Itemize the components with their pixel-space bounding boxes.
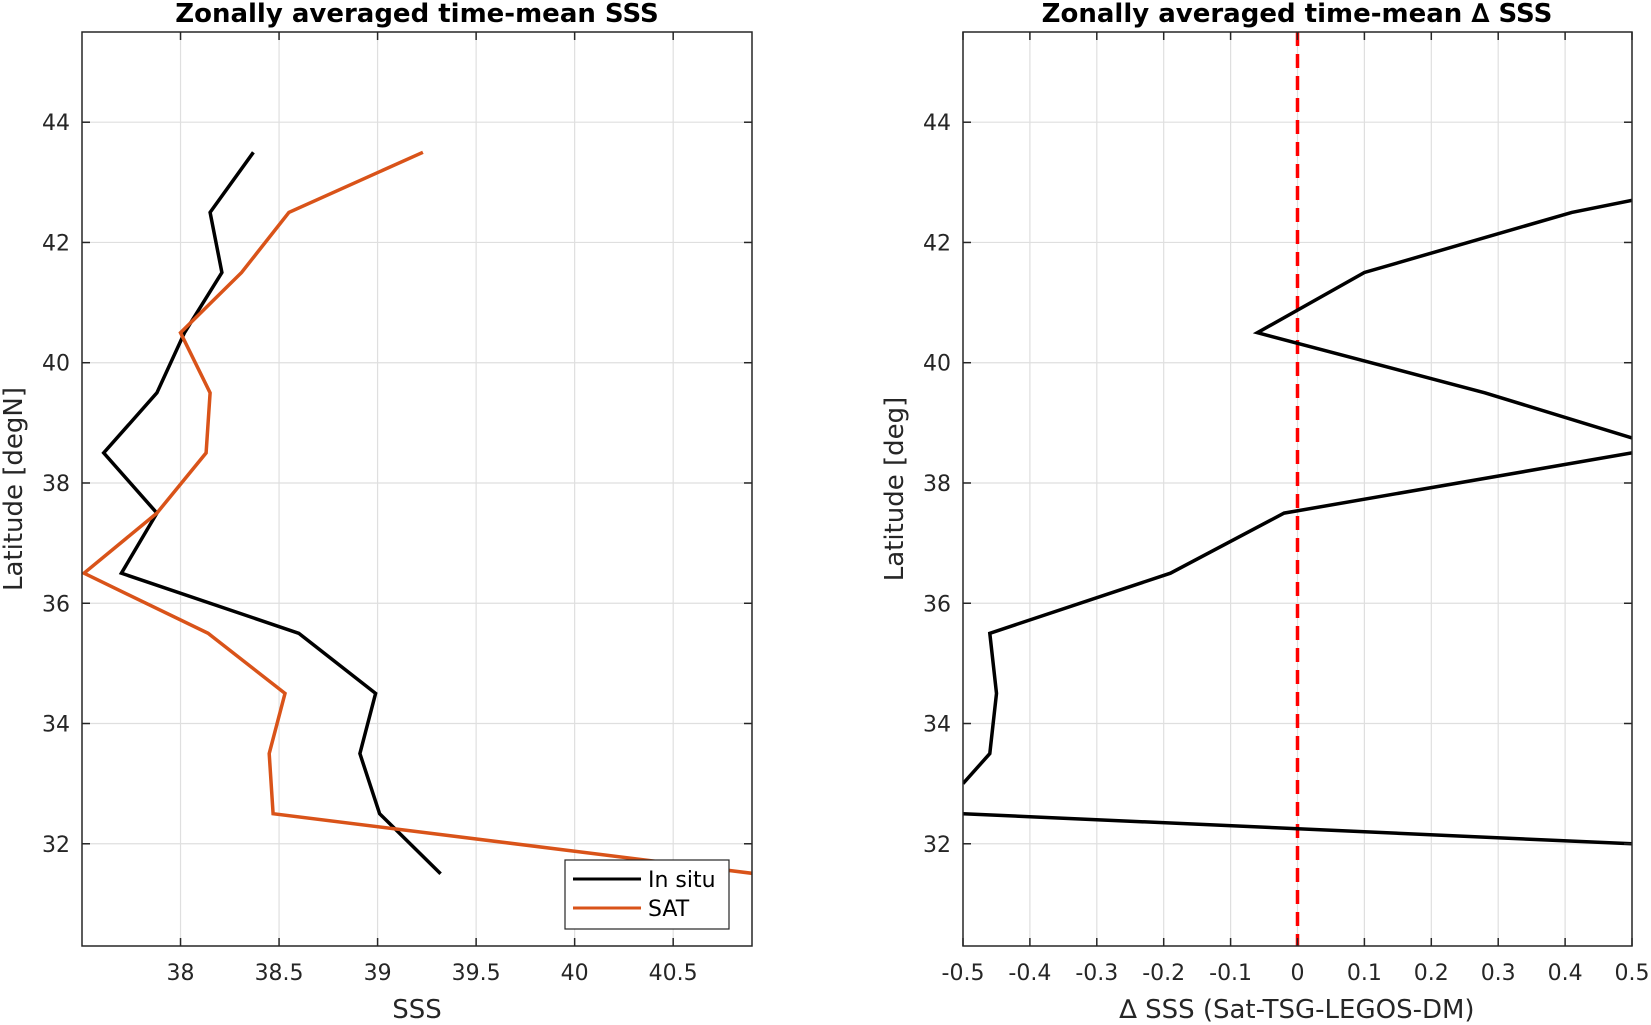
right-y-axis-label: Latitude [deg]: [880, 397, 910, 582]
right-x-tick-label: -0.1: [1209, 961, 1252, 986]
right-y-tick-label: 40: [923, 352, 951, 377]
right-x-tick-label: -0.5: [942, 961, 985, 986]
right-x-tick-label: 0.2: [1414, 961, 1449, 986]
left-x-tick-label: 40: [561, 961, 589, 986]
right-y-tick-label: 36: [923, 592, 951, 617]
legend-label-sat: SAT: [648, 897, 690, 922]
left-y-tick-label: 42: [42, 231, 70, 256]
left-y-axis-label: Latitude [degN]: [0, 387, 29, 591]
right-y-tick-label: 42: [923, 231, 951, 256]
right-series-group: [963, 32, 1632, 946]
left-y-tick-label: 38: [42, 472, 70, 497]
left-ticks: 38 38.5 39 39.5 40 40.5 32 34 36 38 40 42 44: [42, 32, 752, 986]
legend: In situ SAT: [564, 859, 730, 930]
right-series-segment-0-line: [1252, 198, 1632, 440]
left-x-tick-label: 40.5: [649, 961, 698, 986]
right-y-tick-label: 38: [923, 472, 951, 497]
legend-label-in-situ: In situ: [648, 868, 716, 893]
right-x-tick-label: 0.1: [1347, 961, 1382, 986]
left-y-tick-label: 44: [42, 111, 70, 136]
legend-box: [564, 859, 730, 930]
left-x-axis-label: SSS: [392, 995, 442, 1025]
left-x-tick-label: 39.5: [452, 961, 501, 986]
right-x-tick-label: -0.3: [1075, 961, 1118, 986]
left-series-sat-line: [82, 150, 752, 876]
right-chart-title: Zonally averaged time-mean ∆ SSS: [1042, 0, 1553, 29]
right-x-axis-label: ∆ SSS (Sat-TSG-LEGOS-DM): [1118, 995, 1474, 1025]
right-series-segment-1-line: [963, 451, 1632, 785]
right-ticks: -0.5 -0.4 -0.3 -0.2 -0.1 0 0.1 0.2 0.3 0.4 0.5 32 34…: [923, 32, 1650, 986]
left-x-tick-label: 39: [364, 961, 392, 986]
right-y-tick-label: 34: [923, 713, 951, 738]
right-x-tick-label: -0.4: [1008, 961, 1051, 986]
left-chart-panel: 38 38.5 39 39.5 40 40.5 32 34 36 38 40 42 44 Zonally…: [0, 0, 753, 1025]
left-y-tick-label: 40: [42, 352, 70, 377]
right-x-tick-label: 0.5: [1615, 961, 1650, 986]
right-y-tick-label: 44: [923, 111, 951, 136]
left-y-tick-label: 32: [42, 833, 70, 858]
right-x-tick-label: 0: [1291, 961, 1305, 986]
right-x-tick-label: 0.4: [1548, 961, 1583, 986]
right-series-segment-2-line: [963, 811, 1632, 846]
right-chart-panel: -0.5 -0.4 -0.3 -0.2 -0.1 0 0.1 0.2 0.3 0.4 0.5 32 34…: [880, 0, 1650, 1025]
right-x-tick-label: 0.3: [1481, 961, 1516, 986]
left-y-tick-label: 36: [42, 592, 70, 617]
left-chart-title: Zonally averaged time-mean SSS: [175, 0, 659, 29]
left-plot-area: [82, 32, 752, 946]
left-axes-box: [81, 31, 753, 947]
left-x-tick-label: 38: [167, 961, 195, 986]
right-x-tick-label: -0.2: [1142, 961, 1185, 986]
left-y-tick-label: 34: [42, 713, 70, 738]
left-x-tick-label: 38.5: [255, 961, 304, 986]
left-series-group: [82, 150, 752, 876]
right-y-tick-label: 32: [923, 833, 951, 858]
